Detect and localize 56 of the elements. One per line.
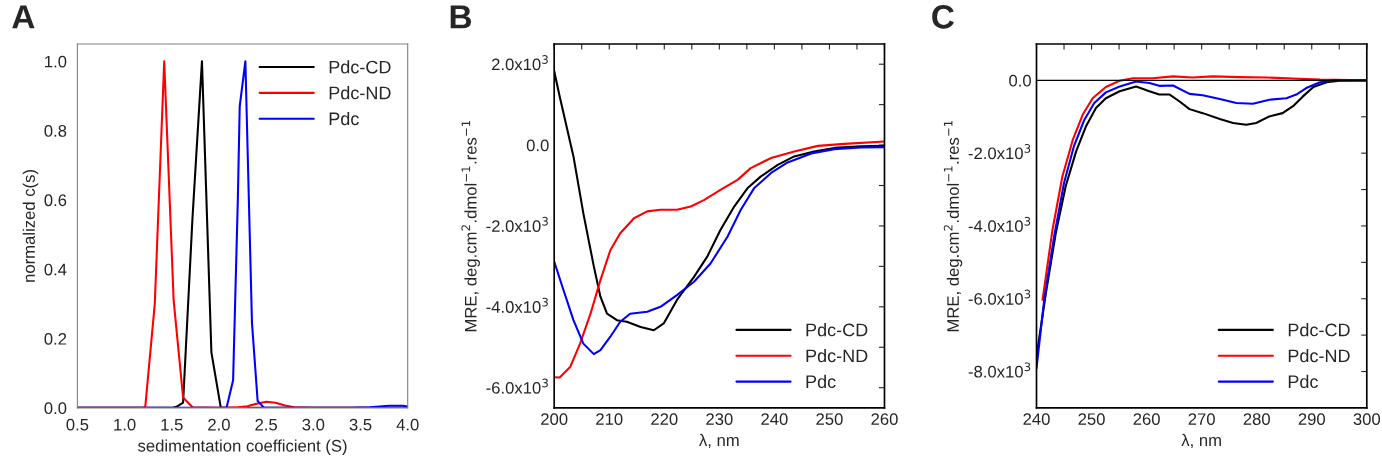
x-tick-label: 280 — [1243, 413, 1270, 426]
x-tick-label: 230 — [706, 413, 733, 426]
chart-title: C — [932, 5, 954, 29]
y-axis-title: MRE, deg.cm$^{2}$.dmol$^{−1}$.res$^{−1}$ — [461, 120, 480, 332]
x-tick-label: 250 — [1078, 413, 1105, 426]
y-tick-label: 0.8 — [44, 125, 67, 137]
y-tick-label: -6.0x10$^{3}$ — [486, 378, 548, 394]
x-tick-label: 240 — [761, 413, 788, 426]
x-tick-label: 1.5 — [161, 418, 183, 431]
x-tick-label: 240 — [1023, 413, 1050, 426]
chart-title: A — [12, 5, 35, 29]
legend-label: Pdc — [1288, 374, 1318, 389]
y-tick-label: -6.0x10$^{3}$ — [968, 289, 1031, 305]
y-tick-label: 1.0 — [45, 55, 67, 68]
legend-label: Pdc-ND — [329, 86, 391, 100]
y-tick-label: 2.0x10$^{3}$ — [491, 55, 548, 71]
legend-label: Pdc-CD — [1288, 323, 1350, 337]
x-axis-title: λ, nm — [699, 433, 739, 449]
legend-label: Pdc-ND — [806, 348, 868, 363]
y-tick-label: 0.2 — [44, 332, 67, 345]
x-tick-label: 1.0 — [114, 418, 136, 431]
x-tick-label: 3.0 — [302, 418, 325, 431]
y-tick-label: -2.0x10$^{3}$ — [968, 144, 1031, 160]
x-tick-label: 260 — [871, 413, 898, 426]
x-tick-label: 210 — [596, 413, 623, 426]
y-tick-label: -2.0x10$^{3}$ — [486, 216, 548, 233]
x-tick-label: 270 — [1188, 413, 1215, 426]
legend-label: Pdc-ND — [1288, 348, 1350, 363]
legend-label: Pdc — [329, 111, 359, 126]
y-axis-title: MRE, deg.cm$^{2}$.dmol$^{−1}$.res$^{−1}$ — [943, 120, 963, 332]
x-tick-label: 2.0 — [208, 418, 230, 431]
x-tick-label: 200 — [541, 413, 568, 426]
x-tick-label: 2.5 — [255, 418, 278, 431]
y-axis-title: normalized c(s) — [22, 170, 39, 282]
legend-label: Pdc-CD — [329, 60, 391, 74]
x-axis-title: λ, nm — [1181, 433, 1221, 449]
y-tick-label: 0.6 — [44, 194, 67, 207]
y-tick-label: -4.0x10$^{3}$ — [968, 216, 1031, 233]
y-tick-label: 0.0 — [526, 139, 549, 152]
chart-title: B — [450, 5, 472, 29]
x-tick-label: 250 — [816, 413, 843, 426]
y-tick-label: -4.0x10$^{3}$ — [486, 297, 548, 313]
x-tick-label: 290 — [1298, 413, 1325, 426]
x-tick-label: 220 — [651, 413, 678, 426]
x-axis-title: sedimentation coefficient (S) — [138, 439, 347, 455]
legend-label: Pdc — [806, 374, 836, 389]
x-tick-label: 4.0 — [396, 418, 419, 431]
y-tick-label: 0.0 — [1009, 74, 1031, 87]
x-tick-label: 0.5 — [66, 418, 89, 431]
x-tick-label: 300 — [1353, 413, 1381, 426]
x-tick-label: 3.5 — [349, 418, 372, 431]
x-tick-label: 260 — [1133, 413, 1160, 426]
y-tick-label: 0.0 — [44, 402, 67, 415]
y-tick-label: -8.0x10$^{3}$ — [968, 362, 1031, 378]
legend-label: Pdc-CD — [806, 323, 868, 337]
y-tick-label: 0.4 — [44, 263, 67, 276]
